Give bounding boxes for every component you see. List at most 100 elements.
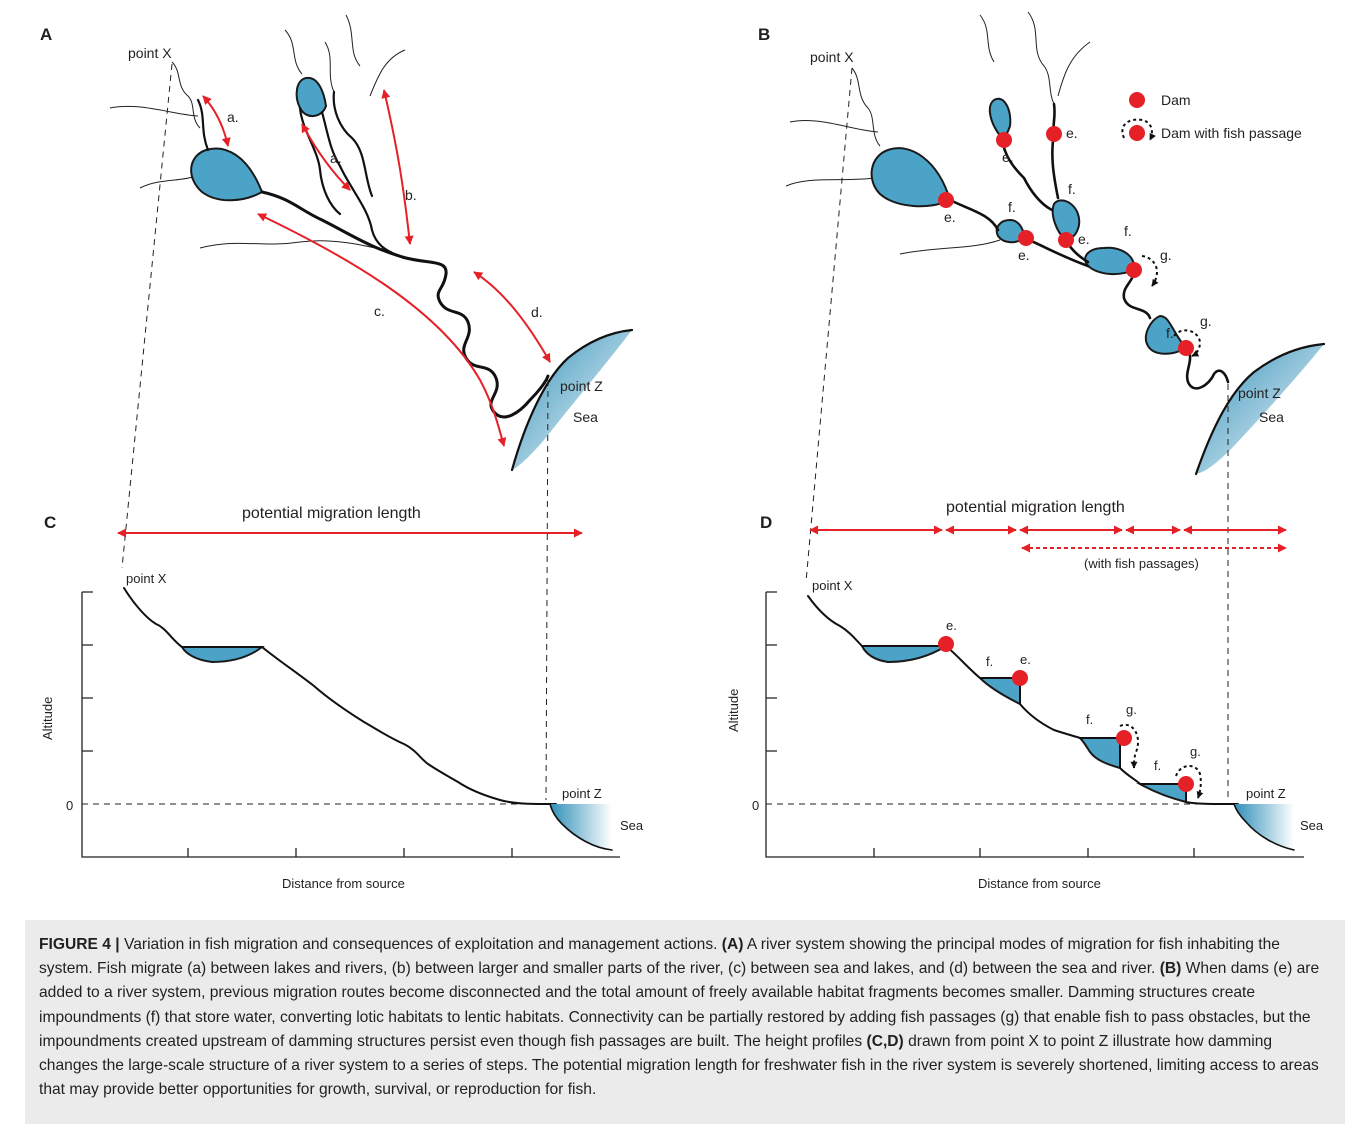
panel-d-fish-passage-1 xyxy=(1119,723,1139,769)
panel-d-label-e1: e. xyxy=(946,618,957,633)
panel-b-f-1: f. xyxy=(1068,181,1076,197)
panel-a-arrow-a2 xyxy=(301,123,351,191)
panel-c-sea xyxy=(550,804,612,850)
panel-b-e-5: e. xyxy=(1078,231,1090,247)
panel-b-dam-5 xyxy=(1058,232,1074,248)
caption-panel-b-ref: (B) xyxy=(1159,960,1182,978)
panel-b-dam-passage-1 xyxy=(1126,262,1142,278)
panel-d-dam-passage-2 xyxy=(1178,776,1194,792)
caption-part-4: drawn from point X to point Z illustrate… xyxy=(39,1032,1319,1099)
legend-dam-label: Dam xyxy=(1161,92,1191,108)
panel-d-point-z: point Z xyxy=(1246,786,1286,801)
panel-a-label-c: c. xyxy=(374,303,385,319)
panel-b-point-z: point Z xyxy=(1238,385,1281,401)
projection-line-bx xyxy=(805,67,853,583)
panel-a: A point X point Z Sea a. a. b. c. d. xyxy=(40,14,634,472)
panel-d-profile xyxy=(807,595,1239,805)
caption-part-1: Variation in fish migration and conseque… xyxy=(119,936,722,953)
legend-dam-passage-label: Dam with fish passage xyxy=(1161,125,1302,141)
panel-a-label-a2: a. xyxy=(330,150,342,166)
panel-c-axes xyxy=(81,591,620,858)
panel-d-impoundment-3 xyxy=(1077,737,1121,770)
panel-b-dam-3 xyxy=(938,192,954,208)
panel-b-coast xyxy=(1194,342,1326,476)
panel-c-letter: C xyxy=(44,513,56,532)
caption-part-2: A river system showing the principal mod… xyxy=(39,936,1280,978)
panel-d-zero: 0 xyxy=(752,798,759,813)
panel-c-lake xyxy=(180,646,265,664)
panel-b-main-river xyxy=(948,102,1230,390)
panel-b-big-lake xyxy=(870,147,952,208)
panel-b-g-2: g. xyxy=(1200,313,1212,329)
panel-c-sea-label: Sea xyxy=(620,818,644,833)
panel-b-f-2: f. xyxy=(1008,199,1016,215)
panel-a-arrow-d xyxy=(473,271,551,363)
panel-d-sea-label: Sea xyxy=(1300,818,1324,833)
panel-b-streams xyxy=(785,11,1091,255)
panel-d-axes xyxy=(765,591,1304,858)
panel-c: C potential migration length point X 0 A… xyxy=(40,505,644,891)
panel-c-x-label: Distance from source xyxy=(282,876,405,891)
panel-b-fish-passage-1 xyxy=(1141,255,1159,287)
panel-b-e-4: e. xyxy=(1018,247,1030,263)
panel-d-point-x: point X xyxy=(812,578,853,593)
panel-a-streams xyxy=(109,14,406,253)
panel-a-sea xyxy=(512,330,632,470)
panel-b-e-3: e. xyxy=(944,209,956,225)
caption-part-3: When dams (e) are added to a river syste… xyxy=(39,960,1320,1050)
panel-c-zero: 0 xyxy=(66,798,73,813)
figure-4: A point X point Z Sea a. a. b. c. d. B p… xyxy=(40,11,1326,891)
panel-b-f-4: f. xyxy=(1166,325,1174,341)
panel-b-e-2: e. xyxy=(1066,125,1078,141)
panel-d-label-f2: f. xyxy=(1086,712,1093,727)
panel-b-e-1: e. xyxy=(1002,149,1014,165)
panel-a-sea-label: Sea xyxy=(573,409,598,425)
panel-d-dam-2 xyxy=(1012,670,1028,686)
projection-line-ax xyxy=(121,63,173,569)
panel-a-arrow-c xyxy=(257,213,507,447)
figure-caption-box: FIGURE 4 | Variation in fish migration a… xyxy=(25,920,1345,1124)
panel-c-point-x: point X xyxy=(126,571,167,586)
legend-dam-passage-icon xyxy=(1129,125,1145,141)
panel-a-label-a1: a. xyxy=(227,109,239,125)
panel-d-impoundment-1 xyxy=(860,645,950,664)
panel-b-dam-2 xyxy=(1046,126,1062,142)
panel-a-small-lake xyxy=(295,76,328,117)
panel-a-label-d: d. xyxy=(531,304,543,320)
panel-d-label-e2: e. xyxy=(1020,652,1031,667)
panel-a-letter: A xyxy=(40,25,52,44)
panel-d-sea xyxy=(1234,804,1294,850)
caption-panel-cd-ref: (C,D) xyxy=(866,1032,904,1050)
panel-a-label-b: b. xyxy=(405,187,417,203)
panel-a-arrow-b xyxy=(381,89,414,245)
panel-d-label-f1: f. xyxy=(986,654,993,669)
panel-b-lake-3 xyxy=(995,218,1026,244)
panel-d-label-g2: g. xyxy=(1190,744,1201,759)
caption-figure-label: FIGURE 4 | xyxy=(39,936,120,953)
panel-b-lake-6 xyxy=(1144,314,1188,355)
panel-b-sea-label: Sea xyxy=(1259,409,1284,425)
figure-caption: FIGURE 4 | Variation in fish migration a… xyxy=(39,933,1331,1102)
panel-d: D potential migration length (with fish … xyxy=(726,499,1324,891)
panel-d-y-label: Altitude xyxy=(726,689,741,732)
panel-d-letter: D xyxy=(760,513,772,532)
panel-c-profile xyxy=(123,587,557,805)
panel-d-x-label: Distance from source xyxy=(978,876,1101,891)
panel-c-y-label: Altitude xyxy=(40,697,55,740)
panel-a-arrow-a1 xyxy=(202,95,231,147)
panel-b-letter: B xyxy=(758,25,770,44)
panel-a-big-lake xyxy=(190,147,264,202)
panel-a-coast xyxy=(510,328,634,472)
panel-b-dam-4 xyxy=(1018,230,1034,246)
panel-c-coast xyxy=(549,803,613,851)
panel-b-f-3: f. xyxy=(1124,223,1132,239)
panel-b-lake-2 xyxy=(988,97,1012,140)
caption-panel-a-ref: (A) xyxy=(721,936,744,953)
panel-a-point-x: point X xyxy=(128,45,172,61)
panel-d-coast xyxy=(1233,803,1295,851)
panel-d-label-g1: g. xyxy=(1126,702,1137,717)
legend-dam-icon xyxy=(1129,92,1145,108)
panel-d-title: potential migration length xyxy=(946,499,1125,516)
panel-d-fish-passage-2 xyxy=(1175,765,1204,799)
legend-fish-passage-icon xyxy=(1121,118,1156,141)
